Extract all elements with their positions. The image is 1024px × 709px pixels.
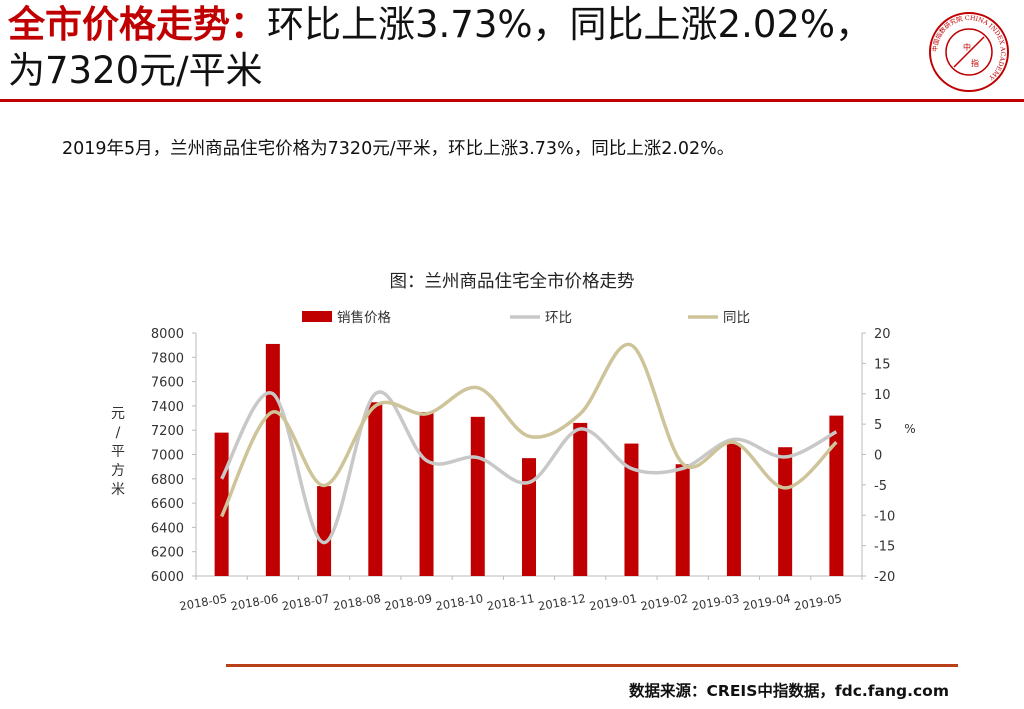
left-axis-label-char: 方 — [111, 463, 125, 479]
right-tick-label: -10 — [874, 509, 895, 524]
right-tick-label: 10 — [874, 388, 891, 403]
legend-swatch-sales-price — [302, 311, 332, 322]
right-tick-label: -5 — [874, 479, 887, 494]
x-tick-label: 2018-10 — [435, 591, 485, 613]
data-source: 数据来源：CREIS中指数据，fdc.fang.com — [629, 682, 949, 700]
left-tick-label: 6800 — [151, 473, 184, 488]
page-headline: 全市价格走势：环比上涨3.73%，同比上涨2.02%，为7320元/平米 — [8, 2, 908, 94]
left-tick-label: 7800 — [151, 351, 184, 366]
x-tick-label: 2018-06 — [230, 591, 280, 613]
line-yoy — [220, 342, 838, 518]
line-mom — [220, 390, 838, 545]
bar-sales-price — [522, 458, 536, 576]
left-axis-label-char: 元 — [111, 406, 125, 422]
right-tick-label: 15 — [874, 357, 891, 372]
left-tick-label: 7400 — [151, 400, 184, 415]
left-tick-label: 6600 — [151, 497, 184, 512]
bar-sales-price — [624, 443, 639, 576]
left-tick-label: 6400 — [151, 521, 184, 536]
right-tick-label: -15 — [874, 540, 895, 555]
left-tick-label: 7200 — [151, 424, 184, 439]
bar-sales-price — [675, 464, 690, 576]
left-axis-label-char: 平 — [111, 444, 125, 460]
header-divider — [0, 99, 1024, 102]
legend-label-sales-price: 销售价格 — [337, 310, 391, 326]
x-tick-label: 2019-04 — [742, 591, 792, 613]
china-index-academy-logo: 中 指 中国指数研究院 CHINA INDEX ACADEMY — [929, 12, 1009, 92]
x-tick-label: 2018-09 — [383, 591, 433, 613]
x-tick-label: 2018-07 — [281, 591, 331, 613]
left-tick-label: 7000 — [151, 449, 184, 464]
x-tick-label: 2019-01 — [588, 591, 638, 613]
right-tick-label: 5 — [874, 418, 882, 433]
right-tick-label: -20 — [874, 570, 895, 585]
x-tick-label: 2018-11 — [486, 591, 536, 613]
left-tick-label: 6000 — [151, 570, 184, 585]
legend-label-yoy: 同比 — [723, 310, 750, 326]
logo-center-bottom: 指 — [971, 58, 979, 68]
footer-divider — [226, 664, 958, 667]
summary-text: 2019年5月，兰州商品住宅价格为7320元/平米，环比上涨3.73%，同比上涨… — [62, 139, 735, 159]
chart-title: 图：兰州商品住宅全市价格走势 — [389, 272, 635, 292]
bar-sales-price — [778, 447, 793, 576]
left-tick-label: 8000 — [151, 327, 184, 342]
bar-sales-price — [470, 416, 485, 576]
x-tick-label: 2019-02 — [639, 591, 689, 613]
left-tick-label: 6200 — [151, 546, 184, 561]
bar-sales-price — [726, 443, 741, 576]
headline-rest: 环比上涨3.73%，同比上涨2.02%，为7320元/平米 — [8, 3, 873, 92]
x-tick-label: 2019-05 — [793, 591, 843, 613]
bar-sales-price — [419, 411, 434, 576]
bar-sales-price — [829, 415, 844, 576]
right-tick-label: 0 — [874, 449, 882, 464]
left-tick-label: 7600 — [151, 376, 184, 391]
legend-label-mom: 环比 — [545, 310, 572, 326]
headline-lead: 全市价格走势： — [8, 3, 267, 46]
bar-sales-price — [317, 486, 332, 576]
bar-sales-price — [573, 422, 588, 576]
right-axis-label: % — [904, 422, 915, 436]
bar-sales-price — [368, 402, 383, 576]
x-tick-label: 2018-08 — [332, 591, 382, 613]
right-tick-label: 20 — [874, 327, 891, 342]
left-axis-label-char: / — [116, 425, 121, 441]
x-tick-label: 2019-03 — [691, 591, 741, 613]
x-tick-label: 2018-05 — [178, 591, 228, 613]
bar-sales-price — [265, 343, 280, 576]
x-tick-label: 2018-12 — [537, 591, 587, 613]
logo-center-top: 中 — [963, 42, 971, 52]
left-axis-label-char: 米 — [111, 482, 125, 498]
